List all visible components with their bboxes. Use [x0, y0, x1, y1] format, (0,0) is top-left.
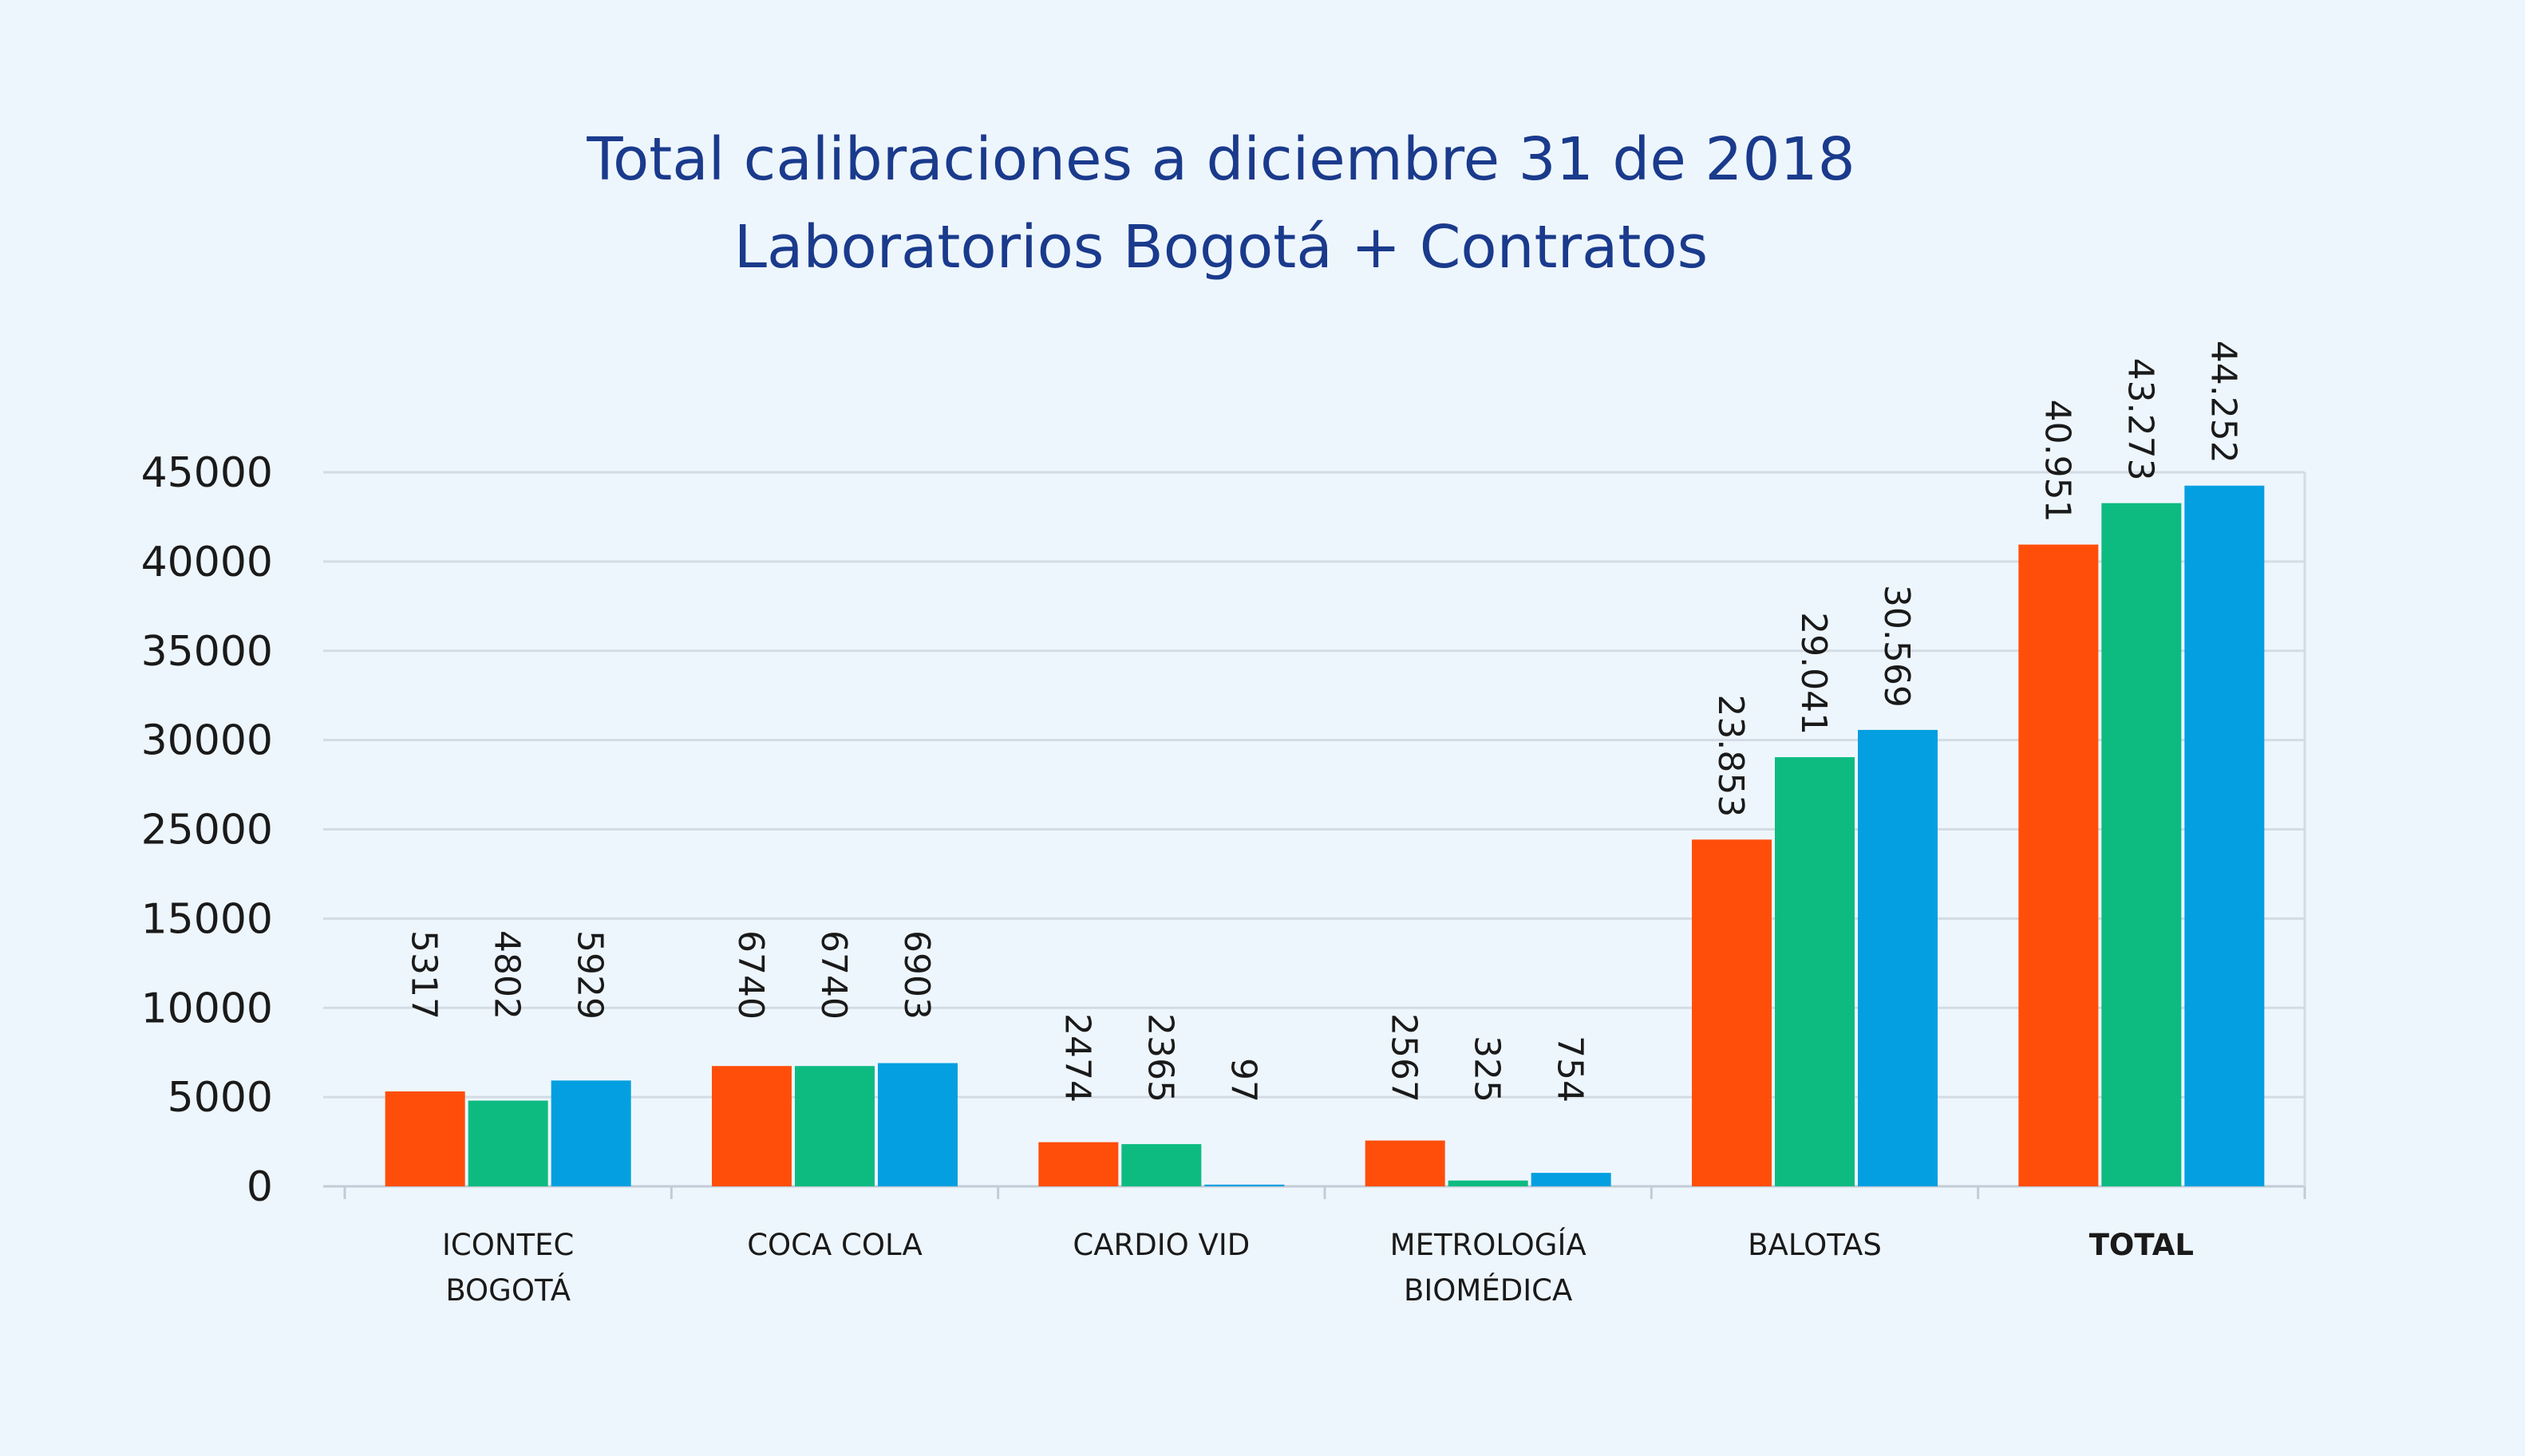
x-category-label: COCA COLA: [747, 1228, 923, 1262]
bar: [795, 1066, 875, 1186]
bar: [468, 1100, 548, 1186]
bar: [1365, 1140, 1445, 1186]
y-tick-label: 45000: [141, 449, 273, 497]
data-label: 6740: [813, 930, 854, 1020]
y-tick-label: 5000: [168, 1074, 273, 1122]
x-category-label: BOGOTÁ: [445, 1273, 571, 1308]
bar: [878, 1063, 958, 1186]
gridlines: [323, 471, 2305, 1188]
chart-title-line-1: Total calibraciones a diciembre 31 de 20…: [586, 125, 1855, 194]
data-label: 5317: [404, 930, 445, 1020]
bar: [2101, 503, 2182, 1186]
data-label: 2474: [1057, 1013, 1097, 1103]
data-label: 44.252: [2203, 341, 2243, 464]
y-tick-label: 15000: [141, 895, 273, 943]
bar: [385, 1091, 465, 1186]
bars: [385, 485, 2265, 1186]
bar: [712, 1066, 792, 1186]
data-label: 97: [1223, 1058, 1263, 1103]
bar: [1858, 729, 1938, 1186]
chart-title-line-2: Laboratorios Bogotá + Contratos: [734, 213, 1708, 282]
data-label: 2567: [1384, 1013, 1425, 1103]
x-category-label: TOTAL: [2089, 1228, 2194, 1262]
x-category-label: BIOMÉDICA: [1404, 1273, 1572, 1308]
y-tick-label: 10000: [141, 984, 273, 1032]
data-label: 29.041: [1793, 612, 1834, 735]
x-category-label: CARDIO VID: [1073, 1228, 1250, 1262]
bar: [551, 1080, 631, 1186]
y-tick-label: 30000: [141, 717, 273, 765]
y-tick-label: 25000: [141, 807, 273, 854]
data-label: 6903: [896, 930, 937, 1020]
bar: [1038, 1142, 1119, 1186]
x-category-label: BALOTAS: [1748, 1228, 1882, 1262]
data-label: 40.951: [2037, 400, 2077, 523]
x-category-label: ICONTEC: [442, 1228, 574, 1262]
y-tick-label: 35000: [141, 628, 273, 676]
bar: [1531, 1173, 1611, 1186]
bar: [2018, 544, 2099, 1186]
data-label: 5929: [570, 930, 611, 1020]
bar: [1121, 1144, 1202, 1186]
axes: 0 5000 10000 15000 25000 30000 35000 40000 45000: [141, 449, 2306, 1211]
data-label: 325: [1467, 1036, 1507, 1103]
x-axis-categories: ICONTEC BOGOTÁ COCA COLA CARDIO VID METROLOG…: [442, 1227, 2194, 1308]
bar: [1775, 757, 1855, 1186]
bar: [2184, 485, 2265, 1186]
data-label: 43.273: [2120, 358, 2160, 481]
data-label: 6740: [730, 930, 771, 1020]
bar: [1448, 1180, 1528, 1186]
bar: [1692, 839, 1772, 1186]
data-label: 2365: [1140, 1013, 1180, 1103]
data-label: 4802: [487, 930, 528, 1020]
data-label: 23.853: [1710, 694, 1751, 817]
y-tick-label: 0: [247, 1163, 273, 1211]
y-tick-label: 40000: [141, 539, 273, 586]
data-label: 30.569: [1876, 585, 1917, 708]
data-labels: 5317 6740 2474 2567 23.853 40.951 4802 6740 2365…: [404, 341, 2244, 1103]
data-label: 754: [1550, 1036, 1590, 1103]
x-category-label: METROLOGÍA: [1390, 1227, 1587, 1262]
bar: [1204, 1184, 1285, 1186]
